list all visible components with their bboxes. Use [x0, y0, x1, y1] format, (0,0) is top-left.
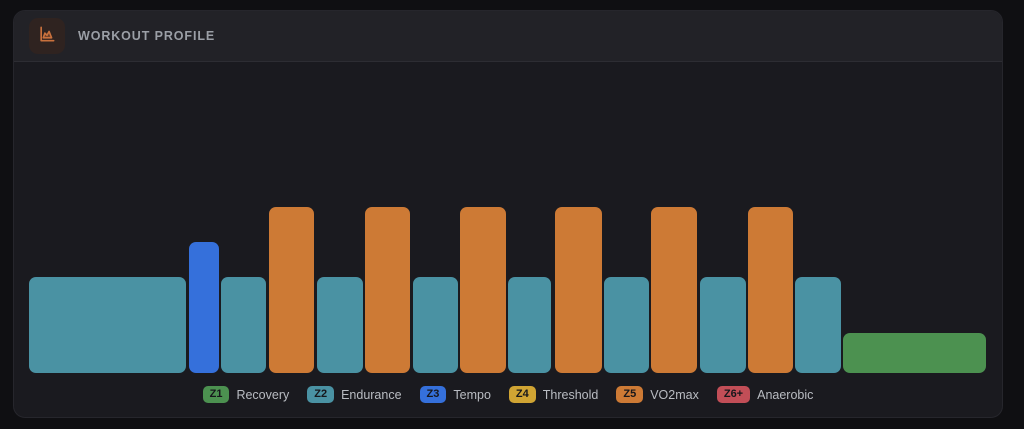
workout-bar-z5-interval [651, 207, 697, 373]
workout-bar-z5-interval [269, 207, 314, 373]
workout-bar-z2-recovery [795, 277, 841, 373]
zone-badge: Z1 [202, 386, 230, 404]
workout-bar-z2-recovery [413, 277, 458, 373]
legend-item-z2: Z2 Endurance [307, 386, 402, 404]
zone-label: Endurance [341, 387, 402, 402]
legend-item-z4: Z4 Threshold [508, 386, 599, 404]
zone-badge: Z4 [508, 386, 536, 404]
zone-badge: Z6+ [716, 386, 751, 404]
workout-bar-z5-interval [555, 207, 602, 373]
zone-label: Anaerobic [757, 387, 814, 402]
zone-badge: Z3 [419, 386, 447, 404]
panel-header: WORKOUT PROFILE [14, 11, 1002, 62]
legend-item-z6plus: Z6+ Anaerobic [716, 386, 814, 404]
workout-profile-panel: WORKOUT PROFILE Z1 Recovery Z2 Endurance Z3 T… [13, 10, 1003, 418]
workout-bar-z2-warmup [29, 277, 186, 373]
workout-bar-z2-recovery [508, 277, 551, 373]
zone-badge: Z5 [616, 386, 644, 404]
workout-bar-z2-recovery [604, 277, 649, 373]
icon-box [29, 18, 65, 54]
workout-bar-z5-interval [460, 207, 506, 373]
legend-item-z1: Z1 Recovery [202, 386, 290, 404]
zone-label: Tempo [453, 387, 491, 402]
zone-label: VO2max [650, 387, 699, 402]
zone-legend: Z1 Recovery Z2 Endurance Z3 Tempo Z4 Threshold Z… [14, 386, 1002, 404]
workout-bar-z2-recovery [700, 277, 746, 373]
workout-bar-z2-recovery [317, 277, 363, 373]
plot-area [29, 62, 986, 373]
panel-title: WORKOUT PROFILE [78, 29, 216, 43]
zone-label: Threshold [542, 387, 599, 402]
workout-bar-z5-interval [365, 207, 410, 373]
chart-region: Z1 Recovery Z2 Endurance Z3 Tempo Z4 Threshold Z… [14, 62, 1002, 417]
zone-badge: Z2 [307, 386, 335, 404]
area-chart-icon [37, 24, 57, 49]
zone-label: Recovery [236, 387, 290, 402]
workout-bar-z5-interval [748, 207, 793, 373]
workout-bar-z1-cooldown [843, 333, 986, 373]
legend-item-z3: Z3 Tempo [419, 386, 491, 404]
legend-item-z5: Z5 VO2max [616, 386, 699, 404]
workout-bar-z3-spike [189, 242, 219, 373]
workout-bar-z2-recovery [221, 277, 266, 373]
